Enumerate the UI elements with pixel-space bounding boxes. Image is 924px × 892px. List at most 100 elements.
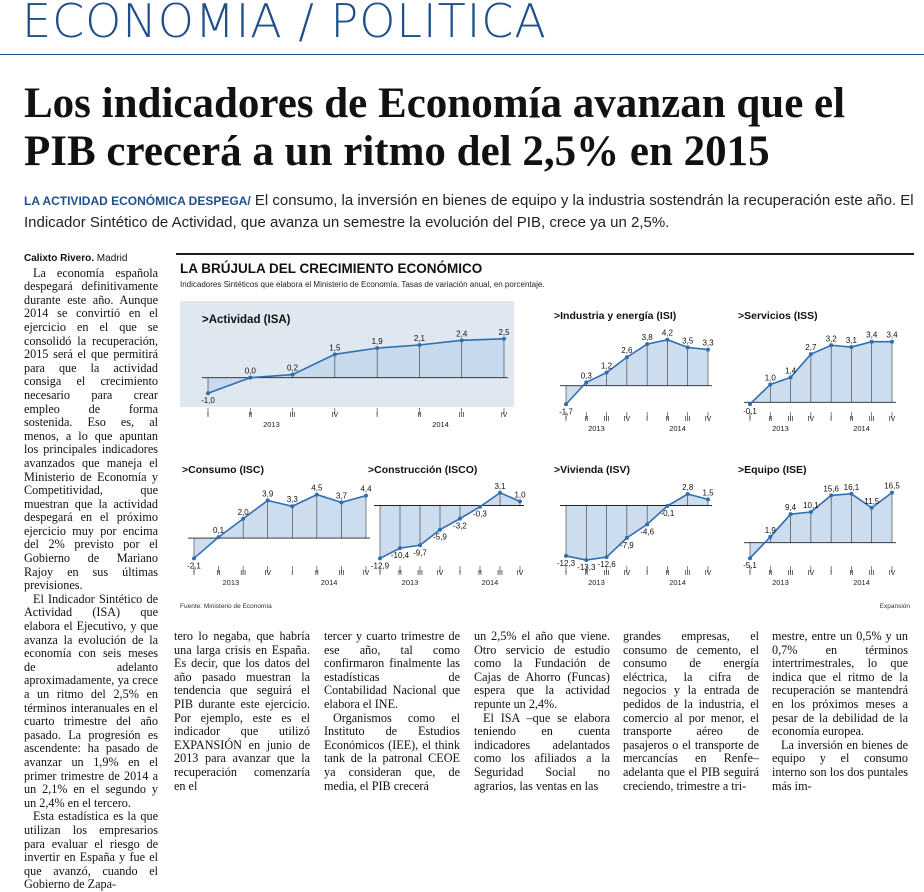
- chart-year-label: 2014: [482, 578, 499, 587]
- chart-point: [248, 375, 253, 380]
- section-title: ECONOMÍA / POLÍTICA: [22, 0, 547, 48]
- chart-area: [566, 339, 708, 405]
- headline: Los indicadores de Economía avanzan que …: [24, 80, 846, 175]
- chart-point: [685, 345, 690, 350]
- chart-data-label: 0,2: [287, 364, 299, 373]
- chart-title: >Vivienda (ISV): [554, 464, 630, 476]
- chart-tick-label: IV: [332, 412, 339, 419]
- chart-point: [706, 497, 710, 502]
- chart-tick-label: IV: [624, 570, 631, 577]
- chart-tick-label: IV: [501, 412, 508, 419]
- chart-point: [265, 498, 270, 503]
- chart-tick-label: IV: [705, 416, 712, 423]
- chart-data-label: -12,6: [597, 560, 616, 569]
- chart-tick-label: I: [749, 416, 751, 423]
- chart-point: [502, 336, 506, 341]
- chart-data-label: -12,3: [557, 559, 576, 568]
- chart-data-label: 15,6: [823, 484, 839, 493]
- chart-series-line: [749, 491, 893, 559]
- chart-data-label: -9,7: [413, 548, 427, 557]
- chart-tick-label: I: [291, 570, 293, 577]
- chart-point: [748, 556, 752, 561]
- chart-point: [869, 505, 874, 510]
- chart-tick-label: II: [849, 570, 853, 577]
- chart-point: [478, 504, 482, 509]
- chart-tick-label: II: [398, 570, 402, 577]
- infographic-top-rule: [176, 253, 914, 255]
- chart-point: [890, 339, 894, 344]
- chart-point: [748, 402, 752, 407]
- chart-data-label: -7,9: [620, 541, 634, 550]
- paragraph: El ISA –que se elabora teniendo en cuent…: [474, 710, 610, 793]
- article-column-2: tero lo negaba, que habría una larga cri…: [174, 629, 310, 793]
- chart-area: [208, 338, 504, 394]
- chart-point: [584, 380, 589, 385]
- chart-tick-label: III: [869, 416, 875, 423]
- chart-year-label: 2014: [669, 424, 686, 433]
- chart-data-label: 1,5: [702, 488, 714, 497]
- chart-series-line: [379, 491, 521, 560]
- chart-year-label: 2013: [772, 424, 789, 433]
- infographic: LA BRÚJULA DEL CRECIMIENTO ECONÓMICO Ind…: [176, 253, 914, 613]
- chart-year-label: 2013: [588, 578, 605, 587]
- chart-tick-label: III: [788, 416, 794, 423]
- chart-data-label: 16,1: [844, 483, 860, 492]
- chart-point: [890, 490, 894, 495]
- lead-paragraph: LA ACTIVIDAD ECONÓMICA DESPEGA/ El consu…: [24, 190, 914, 234]
- chart-point: [624, 535, 629, 540]
- section-divider: [0, 54, 924, 55]
- chart-tick-label: III: [497, 570, 503, 577]
- chart-point: [332, 352, 337, 357]
- chart-data-label: 2,5: [498, 328, 510, 337]
- chart-data-label: 11,5: [864, 497, 880, 506]
- paragraph: El Indicador Sintético de Actividad (ISA…: [24, 591, 158, 810]
- chart-tick-label: III: [339, 570, 345, 577]
- chart-tick-label: I: [565, 416, 567, 423]
- chart-tick-label: III: [240, 570, 246, 577]
- chart-data-label: 4,4: [360, 485, 372, 494]
- chart-tick-label: I: [646, 416, 648, 423]
- chart-data-label: -1,0: [201, 396, 215, 405]
- chart-tick-label: IV: [889, 416, 896, 423]
- chart-data-label: 1,2: [601, 362, 613, 371]
- chart-point: [339, 500, 344, 505]
- chart-tick-label: IV: [363, 570, 370, 577]
- chart-point: [241, 516, 246, 521]
- chart-point: [808, 352, 813, 357]
- chart-tick-label: III: [685, 570, 691, 577]
- chart-year-label: 2014: [321, 578, 338, 587]
- chart-year-label: 2013: [223, 578, 240, 587]
- chart-year-label: 2013: [772, 578, 789, 587]
- byline-place: Madrid: [94, 253, 128, 264]
- chart-tick-label: III: [604, 570, 610, 577]
- chart-area: [194, 494, 366, 559]
- chart-tick-label: II: [665, 416, 669, 423]
- chart-tick-label: II: [665, 570, 669, 577]
- chart-tick-label: I: [459, 570, 461, 577]
- infographic-subtitle: Indicadores Sintéticos que elabora el Mi…: [180, 280, 545, 289]
- chart-tick-label: III: [459, 412, 465, 419]
- chart-point: [417, 343, 422, 347]
- chart-tick-label: III: [417, 570, 423, 577]
- chart-tick-label: III: [685, 416, 691, 423]
- chart-data-label: -10,4: [391, 551, 410, 560]
- chart-tick-label: II: [417, 412, 421, 419]
- paragraph: La inversión en bienes de equipo y el co…: [772, 737, 908, 793]
- chart-data-label: 16,5: [884, 482, 900, 491]
- chart-title: >Consumo (ISC): [182, 464, 264, 476]
- chart-data-label: 2,4: [456, 329, 468, 338]
- chart-data-label: -2,1: [187, 561, 201, 570]
- infographic-source: Fuente: Ministerio de Economía: [180, 603, 272, 610]
- chart-point: [604, 555, 609, 560]
- chart-area: [380, 492, 520, 559]
- chart-tick-label: II: [217, 570, 221, 577]
- chart-data-label: 4,5: [311, 484, 323, 493]
- chart-data-label: 2,0: [238, 508, 250, 517]
- chart-tick-label: III: [290, 412, 296, 419]
- chart-point: [564, 402, 568, 407]
- chart-data-label: 3,4: [866, 331, 878, 340]
- chart-tick-label: IV: [808, 570, 815, 577]
- chart-data-label: 4,2: [662, 329, 674, 338]
- article-column-3: tercer y cuarto trimestre de ese año, ta…: [324, 629, 460, 793]
- chart-data-label: 3,5: [682, 336, 694, 345]
